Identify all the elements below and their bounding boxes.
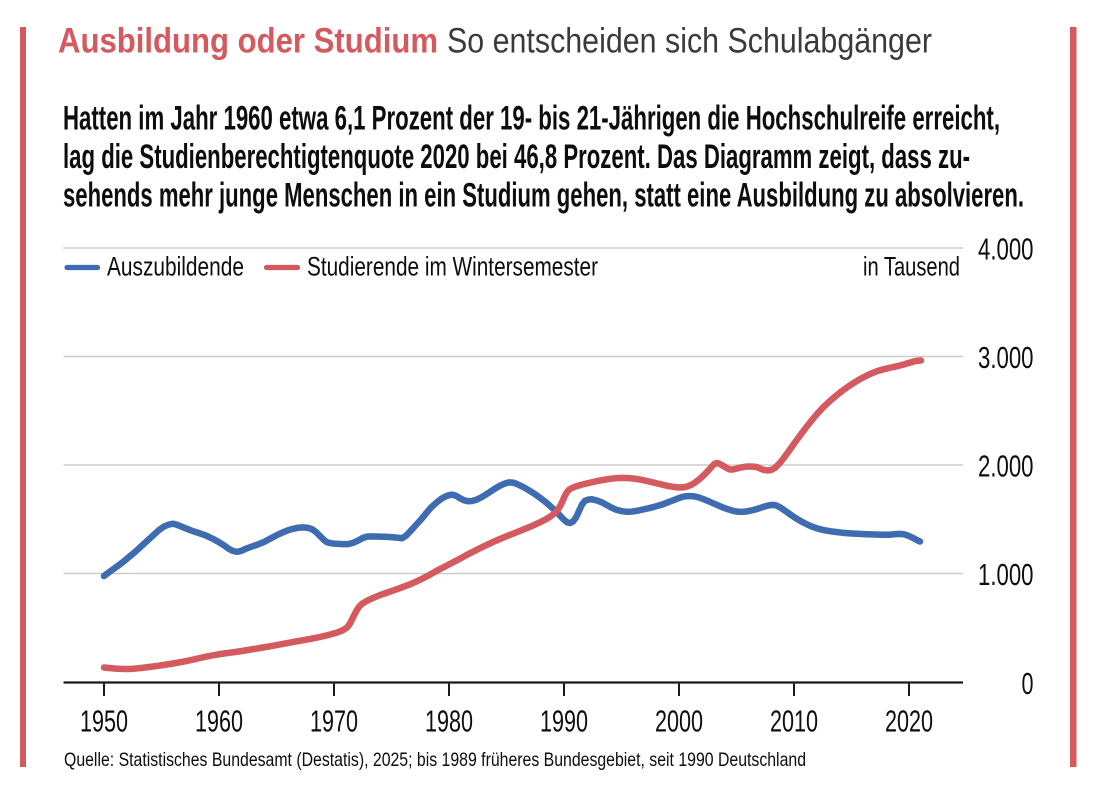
svg-text:1990: 1990 bbox=[540, 705, 588, 739]
svg-text:1960: 1960 bbox=[195, 705, 243, 739]
svg-text:2000: 2000 bbox=[655, 705, 703, 739]
svg-text:1970: 1970 bbox=[310, 705, 358, 739]
svg-text:1.000: 1.000 bbox=[978, 558, 1034, 592]
svg-text:Hatten im Jahr 1960 etwa 6,1 P: Hatten im Jahr 1960 etwa 6,1 Prozent der… bbox=[63, 100, 1000, 138]
svg-text:Quelle: Statistisches Bundesam: Quelle: Statistisches Bundesamt (Destati… bbox=[64, 749, 806, 771]
svg-text:3.000: 3.000 bbox=[978, 341, 1034, 375]
svg-text:4.000: 4.000 bbox=[978, 233, 1034, 267]
svg-text:2020: 2020 bbox=[885, 705, 933, 739]
svg-text:1980: 1980 bbox=[425, 705, 473, 739]
svg-text:0: 0 bbox=[1022, 667, 1034, 701]
svg-text:1950: 1950 bbox=[80, 705, 128, 739]
svg-text:Ausbildung oder Studium: Ausbildung oder Studium bbox=[58, 21, 438, 61]
svg-text:2010: 2010 bbox=[770, 705, 818, 739]
svg-text:2.000: 2.000 bbox=[978, 450, 1034, 484]
svg-text:in Tausend: in Tausend bbox=[863, 251, 960, 281]
svg-text:Studierende im Wintersemester: Studierende im Wintersemester bbox=[307, 251, 598, 281]
svg-text:sehends mehr junge Menschen in: sehends mehr junge Menschen in ein Studi… bbox=[63, 177, 1024, 215]
svg-text:Auszubildende: Auszubildende bbox=[107, 251, 244, 281]
svg-text:lag die Studienberechtigtenquo: lag die Studienberechtigtenquote 2020 be… bbox=[63, 138, 970, 176]
svg-text:So entscheiden sich Schulabgän: So entscheiden sich Schulabgänger bbox=[447, 21, 932, 61]
